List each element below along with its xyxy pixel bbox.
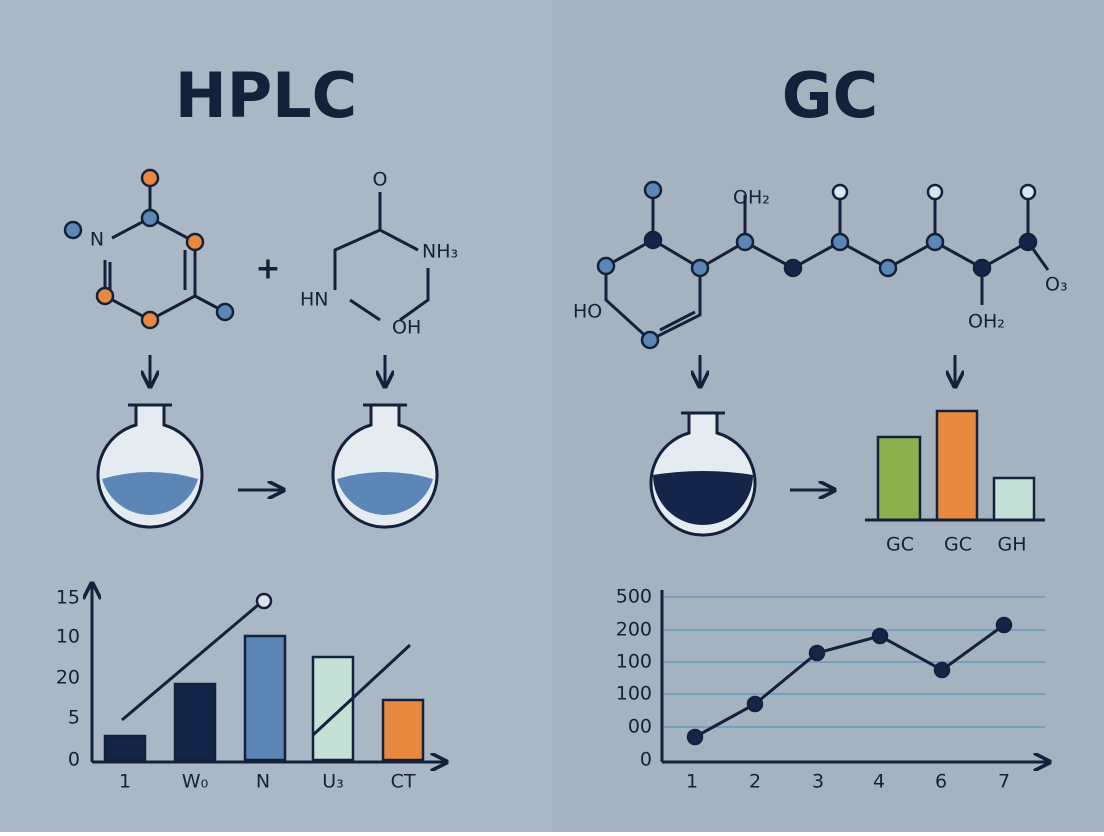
x-label: N xyxy=(256,771,270,793)
title: HPLC xyxy=(175,59,357,132)
y-label: 200 xyxy=(616,619,652,641)
x-label: CT xyxy=(391,771,416,793)
x-label: 4 xyxy=(873,771,885,793)
flasks xyxy=(96,355,955,537)
chart-icon xyxy=(660,590,1048,762)
y-label: 15 xyxy=(56,587,80,609)
x-label: 2 xyxy=(749,771,761,793)
atom: O₃ xyxy=(1045,274,1068,296)
atom: HO xyxy=(573,301,602,323)
x-label: U₃ xyxy=(322,771,344,793)
atom: O xyxy=(373,169,388,191)
molecule: O NH₃ HN OH xyxy=(300,169,458,339)
atom: N xyxy=(90,229,104,251)
atom: OH xyxy=(392,317,421,339)
y-label: 500 xyxy=(616,586,652,608)
atom: NH₃ xyxy=(422,241,458,263)
bar-icon: GC GC GH xyxy=(865,409,1045,556)
atom: OH₂ xyxy=(733,187,770,209)
molecule: N xyxy=(63,168,235,330)
label: GH xyxy=(997,534,1026,556)
plus: + xyxy=(255,252,280,287)
chart-icon xyxy=(92,585,445,762)
y-label: 5 xyxy=(68,707,80,729)
x-label: 3 xyxy=(812,771,824,793)
y-label: 100 xyxy=(616,683,652,705)
label: GC xyxy=(886,534,914,556)
y-label: 20 xyxy=(56,667,80,689)
x-label: 1 xyxy=(119,771,131,793)
y-label: 100 xyxy=(616,651,652,673)
x-label: 7 xyxy=(998,771,1010,793)
y-label: 0 xyxy=(68,749,80,771)
y-label: 0 xyxy=(640,749,652,771)
atom: HN xyxy=(300,289,329,311)
label: GC xyxy=(944,534,972,556)
y-label: 10 xyxy=(56,626,80,648)
title: GC xyxy=(782,59,878,132)
x-label: 1 xyxy=(686,771,698,793)
x-label: W₀ xyxy=(182,771,208,793)
x-label: 6 xyxy=(935,771,947,793)
y-label: 00 xyxy=(628,716,652,738)
atom: OH₂ xyxy=(968,311,1005,333)
molecule: OH₂ HO OH₂ O₃ xyxy=(573,180,1068,350)
